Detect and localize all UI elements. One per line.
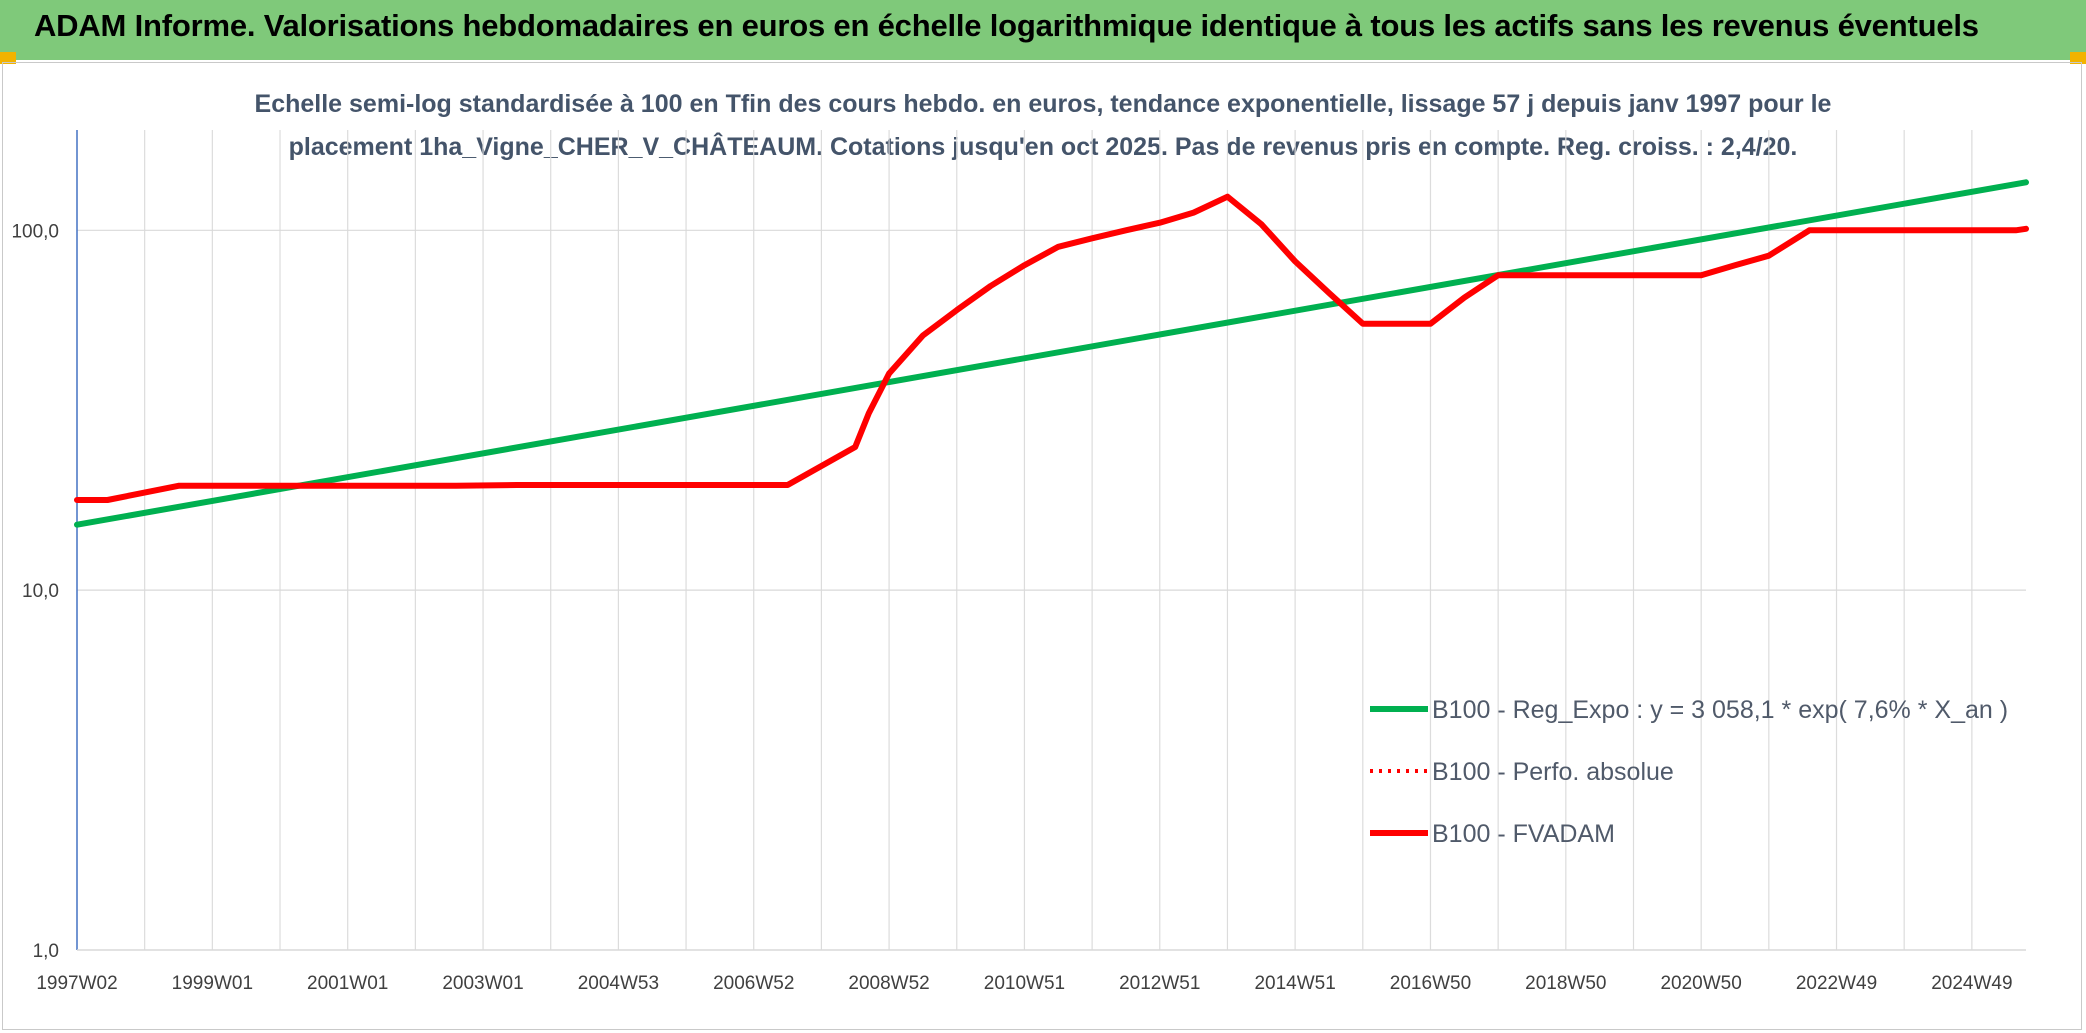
x-tick-label: 2022W49 [1796,973,1877,994]
x-tick-label: 2014W51 [1254,973,1335,994]
x-tick-label: 2024W49 [1931,973,2012,994]
x-tick-label: 2016W50 [1390,973,1471,994]
legend: B100 - Reg_Expo : y = 3 058,1 * exp( 7,6… [1370,696,2008,848]
series-lines [77,182,2026,524]
x-tick-label: 2018W50 [1525,973,1606,994]
x-tick-label: 2012W51 [1119,973,1200,994]
legend-label-1: B100 - Perfo. absolue [1432,758,1674,786]
x-tick-label: 1997W02 [36,973,117,994]
x-tick-label: 2006W52 [713,973,794,994]
tick-labels: 100,0 10,0 1,0 1997W02 1999W01 2001W01 2003W01… [11,221,2012,994]
x-tick-label: 1999W01 [172,973,253,994]
x-tick-label: 2001W01 [307,973,388,994]
legend-label-0: B100 - Reg_Expo : y = 3 058,1 * exp( 7,6… [1432,696,2008,724]
series-line-0 [77,182,2026,524]
x-tick-label: 2010W51 [984,973,1065,994]
x-tick-label: 2008W52 [848,973,929,994]
y-tick-label: 10,0 [22,581,59,602]
y-tick-label: 100,0 [11,221,59,242]
legend-label-2: B100 - FVADAM [1432,820,1615,848]
series-line-2 [77,197,2026,500]
x-tick-label: 2020W50 [1660,973,1741,994]
y-tick-label: 1,0 [33,941,59,962]
x-tick-label: 2003W01 [442,973,523,994]
x-tick-label: 2004W53 [578,973,659,994]
